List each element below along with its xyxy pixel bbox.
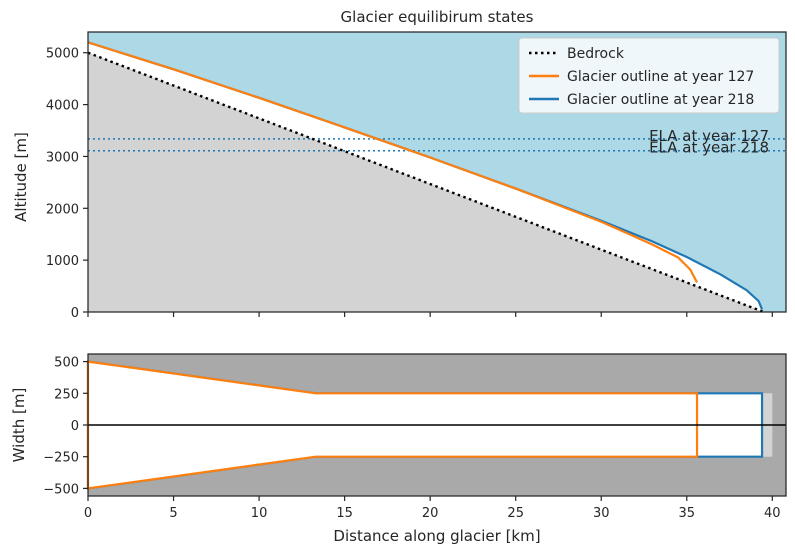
glacier-ice-fill [88,42,764,312]
y-tick-label: 1000 [46,254,79,269]
x-tick-label: 0 [84,506,92,521]
legend-entry: Bedrock [567,46,625,62]
series-line-year-127 [88,41,699,283]
y-tick-label: 0 [71,419,79,434]
y-tick-label: 3000 [46,150,79,165]
legend-entry: Glacier outline at year 218 [567,92,754,108]
ela-label: ELA at year 127 [649,127,769,145]
width-panel: 500 250 0 −250 −500 0 5 10 15 20 25 30 35 40 Width [m… [10,353,787,545]
width-plot-area: 500 250 0 −250 −500 0 5 10 15 20 25 30 35 40 [43,353,787,521]
x-tick-label: 40 [764,506,781,521]
x-axis-label: Distance along glacier [km] [333,527,540,545]
chart-title: Glacier equilibirum states [341,8,534,26]
y-tick-label: −250 [43,451,79,466]
y-tick-label: 4000 [46,99,79,114]
x-tick-label: 5 [169,506,177,521]
y-tick-label: −500 [43,482,79,497]
y-tick-label: 250 [54,387,79,402]
y-tick-label: 2000 [46,202,79,217]
x-tick-label: 30 [593,506,610,521]
y-tick-label: 500 [54,356,79,371]
x-tick-label: 10 [251,506,268,521]
x-tick-label: 20 [422,506,439,521]
ela-label: ELA at year 218 [649,139,769,157]
legend-entry: Glacier outline at year 127 [567,69,754,85]
y-tick-label: 5000 [46,47,79,62]
x-tick-label: 35 [679,506,696,521]
y-axis-label-altitude: Altitude [m] [12,132,30,222]
y-tick-label: 0 [71,306,79,321]
x-tick-label: 25 [507,506,524,521]
legend-box [518,37,780,114]
series-line-bedrock [88,51,765,312]
x-tick-label: 15 [336,506,353,521]
altitude-plot-frame [87,31,787,313]
y-axis-label-width: Width [m] [10,388,28,463]
